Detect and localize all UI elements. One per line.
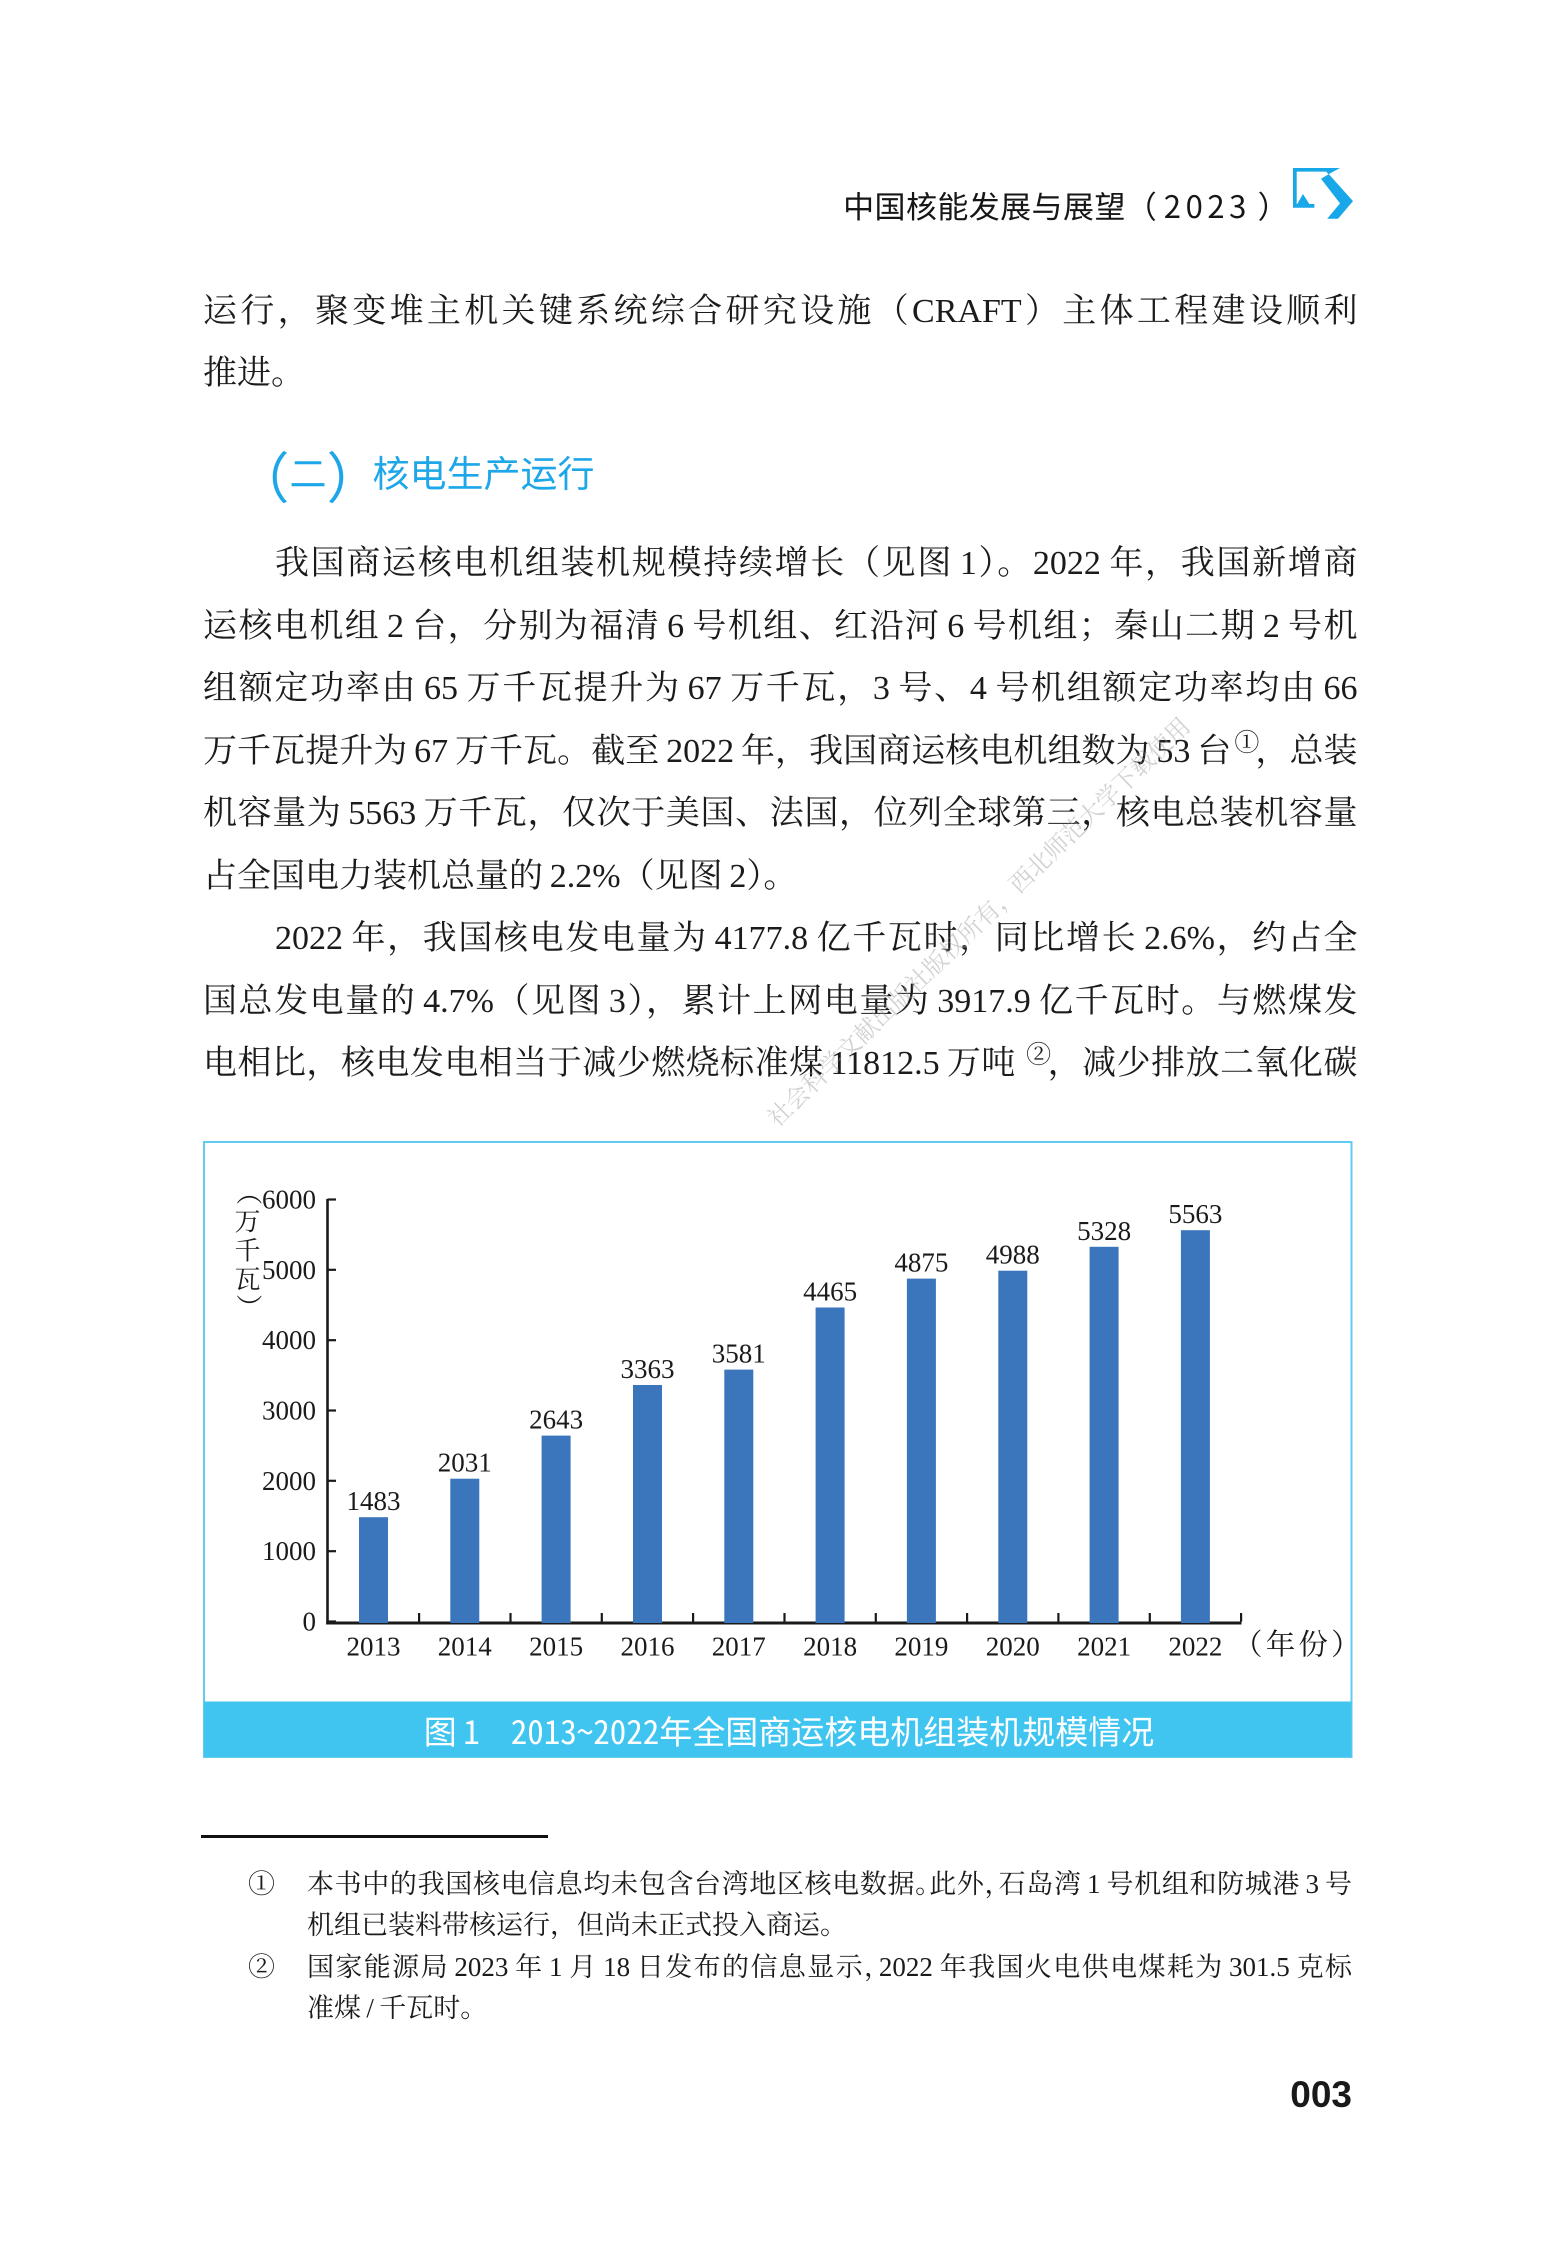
svg-text:3581: 3581 xyxy=(712,1339,766,1369)
svg-text:5328: 5328 xyxy=(1077,1216,1131,1246)
svg-text:3363: 3363 xyxy=(621,1354,675,1384)
svg-text:0: 0 xyxy=(303,1607,317,1637)
svg-text:6000: 6000 xyxy=(262,1185,316,1215)
svg-text:5563: 5563 xyxy=(1168,1199,1222,1229)
svg-text:2643: 2643 xyxy=(529,1405,583,1435)
svg-text:2031: 2031 xyxy=(438,1448,492,1478)
svg-text:瓦: 瓦 xyxy=(234,1266,260,1295)
svg-text:2021: 2021 xyxy=(1077,1632,1131,1662)
svg-text:2018: 2018 xyxy=(803,1632,857,1662)
svg-text:4988: 4988 xyxy=(986,1240,1040,1270)
svg-text:1483: 1483 xyxy=(347,1486,401,1516)
svg-text:2019: 2019 xyxy=(894,1632,948,1662)
svg-text:4465: 4465 xyxy=(803,1277,857,1307)
svg-text:5000: 5000 xyxy=(262,1255,316,1285)
svg-text:2014: 2014 xyxy=(438,1632,493,1662)
svg-text:（: （ xyxy=(234,1179,263,1205)
svg-text:2020: 2020 xyxy=(986,1632,1040,1662)
svg-text:2000: 2000 xyxy=(262,1466,316,1496)
svg-text:千: 千 xyxy=(234,1237,260,1266)
svg-text:4000: 4000 xyxy=(262,1325,316,1355)
svg-text:）: ） xyxy=(234,1294,263,1320)
svg-text:3000: 3000 xyxy=(262,1396,316,1426)
svg-text:（年份）: （年份） xyxy=(1233,1629,1353,1662)
svg-text:2013: 2013 xyxy=(347,1632,401,1662)
svg-text:2022: 2022 xyxy=(1168,1632,1222,1662)
svg-text:万: 万 xyxy=(234,1208,260,1237)
svg-text:1000: 1000 xyxy=(262,1536,316,1566)
svg-text:2015: 2015 xyxy=(529,1632,583,1662)
svg-text:2017: 2017 xyxy=(712,1632,766,1662)
svg-text:4875: 4875 xyxy=(894,1248,948,1278)
svg-text:2016: 2016 xyxy=(621,1632,675,1662)
